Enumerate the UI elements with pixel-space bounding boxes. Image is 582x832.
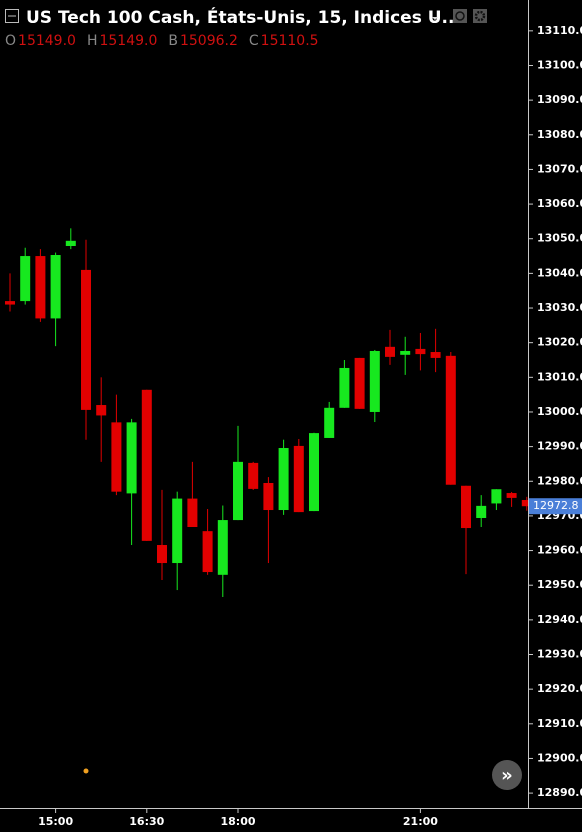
candle-body bbox=[248, 462, 259, 489]
x-tick-label: 15:00 bbox=[38, 815, 73, 828]
candle-body bbox=[461, 485, 471, 529]
y-tick-label: 13050.0 bbox=[537, 232, 582, 245]
legend-value: 15096.2 bbox=[180, 33, 238, 49]
y-tick-label: 13070.0 bbox=[537, 162, 582, 175]
y-tick-label: 13060.0 bbox=[537, 197, 582, 210]
candle-body bbox=[476, 505, 487, 518]
candle-body bbox=[126, 422, 137, 494]
y-tick-label: 13120.0 bbox=[537, 0, 582, 2]
y-tick-label: 13010.0 bbox=[537, 370, 582, 383]
candle-body bbox=[81, 269, 91, 410]
y-tick-label: 13090.0 bbox=[537, 93, 582, 106]
candle-body bbox=[202, 531, 213, 573]
scroll-icon: » bbox=[501, 765, 513, 786]
y-tick-label: 12950.0 bbox=[537, 578, 582, 591]
chart-title: US Tech 100 Cash, États-Unis, 15, Indice… bbox=[26, 6, 461, 28]
legend-value: 15110.5 bbox=[261, 33, 319, 49]
candle-body bbox=[172, 498, 183, 564]
candle-body bbox=[96, 405, 107, 416]
y-tick-label: 13020.0 bbox=[537, 336, 582, 349]
last-price-label: 12972.8 bbox=[533, 499, 579, 512]
y-tick-label: 13100.0 bbox=[537, 58, 582, 71]
legend-value: 15149.0 bbox=[18, 33, 76, 49]
last-price-tag bbox=[529, 498, 582, 515]
candle-body bbox=[339, 367, 350, 408]
plot-area bbox=[5, 228, 532, 597]
y-tick-label: 12940.0 bbox=[537, 613, 582, 626]
y-tick-label: 12900.0 bbox=[537, 751, 582, 764]
candle-body bbox=[233, 461, 243, 521]
candle-body bbox=[521, 499, 532, 507]
y-tick-label: 12910.0 bbox=[537, 717, 582, 730]
y-tick-label: 12920.0 bbox=[537, 682, 582, 695]
candle-body bbox=[35, 256, 46, 319]
candle-body bbox=[415, 348, 426, 355]
candle-body bbox=[263, 482, 274, 511]
axes: 12890.0 12900.0 12910.0 12920.0 12930.0 12940… bbox=[38, 0, 582, 828]
candle-body bbox=[369, 350, 380, 412]
y-tick-label: 12960.0 bbox=[537, 544, 582, 557]
candle-body bbox=[324, 407, 335, 438]
x-tick-label: 21:00 bbox=[403, 815, 438, 828]
y-tick-label: 13110.0 bbox=[537, 24, 582, 37]
candle-body bbox=[111, 422, 122, 492]
settings-button[interactable] bbox=[473, 9, 487, 23]
candle-body bbox=[430, 352, 441, 358]
candle-body bbox=[293, 445, 304, 513]
y-tick-label: 12990.0 bbox=[537, 440, 582, 453]
candle-body bbox=[157, 545, 167, 564]
y-tick-label: 13000.0 bbox=[537, 405, 582, 418]
y-tick-label: 13030.0 bbox=[537, 301, 582, 314]
legend-key: O bbox=[5, 33, 16, 49]
candle-body bbox=[309, 433, 319, 512]
candle-body bbox=[491, 489, 502, 504]
candle-body bbox=[217, 520, 228, 575]
candle-body bbox=[278, 448, 289, 511]
y-tick-label: 12980.0 bbox=[537, 474, 582, 487]
candle-body bbox=[400, 350, 411, 355]
candle-body bbox=[187, 498, 198, 528]
y-tick-label: 12890.0 bbox=[537, 786, 582, 799]
minimize-button[interactable] bbox=[5, 9, 19, 23]
legend-key: C bbox=[249, 33, 259, 49]
x-tick-label: 18:00 bbox=[220, 815, 255, 828]
candle-body bbox=[445, 355, 456, 485]
y-tick-label: 12930.0 bbox=[537, 648, 582, 661]
candle-body bbox=[506, 493, 517, 498]
candle-body bbox=[5, 301, 15, 305]
scroll-button[interactable] bbox=[492, 760, 522, 790]
candle-body bbox=[50, 255, 61, 319]
legend-key: H bbox=[87, 33, 98, 49]
candle-body bbox=[65, 240, 76, 247]
snapshot-icon bbox=[455, 11, 465, 21]
candle-body bbox=[20, 256, 31, 302]
legend-value: 15149.0 bbox=[99, 33, 157, 49]
candle-body bbox=[354, 357, 365, 409]
snapshot-button[interactable] bbox=[453, 9, 467, 23]
legend-key: B bbox=[168, 33, 178, 49]
title-dropdown[interactable] bbox=[432, 17, 438, 20]
candle-body bbox=[141, 389, 152, 541]
x-tick-label: 16:30 bbox=[129, 815, 164, 828]
marker-dot bbox=[83, 768, 89, 774]
candle-body bbox=[385, 346, 395, 357]
y-tick-label: 13080.0 bbox=[537, 128, 582, 141]
ohlc-legend: O 15149.0 H 15149.0 B 15096.2 C 15110.5 bbox=[5, 33, 319, 49]
y-tick-label: 13040.0 bbox=[537, 266, 582, 279]
